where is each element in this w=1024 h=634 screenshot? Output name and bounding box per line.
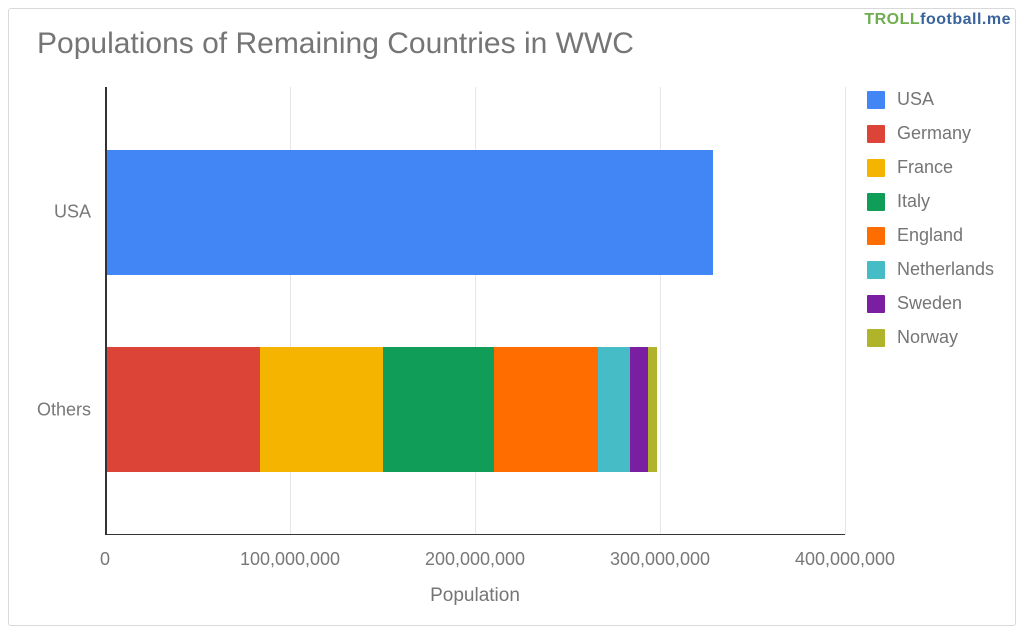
legend-item: England	[867, 225, 994, 246]
chart-title: Populations of Remaining Countries in WW…	[37, 27, 634, 61]
legend-label: Sweden	[897, 293, 962, 314]
bar-segment	[106, 150, 713, 275]
y-axis-line	[105, 87, 107, 535]
legend-label: USA	[897, 89, 934, 110]
bar-segment	[494, 347, 598, 472]
legend-label: France	[897, 157, 953, 178]
legend-swatch	[867, 329, 885, 347]
legend-label: Germany	[897, 123, 971, 144]
x-axis-label: Population	[105, 585, 845, 607]
bar-row	[106, 347, 657, 472]
x-tick-label: 100,000,000	[240, 549, 340, 570]
x-tick-label: 0	[100, 549, 110, 570]
x-tick-label: 400,000,000	[795, 549, 895, 570]
legend-label: England	[897, 225, 963, 246]
legend-item: France	[867, 157, 994, 178]
x-axis-line	[105, 534, 845, 536]
legend-swatch	[867, 261, 885, 279]
legend-label: Norway	[897, 327, 958, 348]
y-tick-label: Others	[37, 399, 91, 420]
watermark-part2: football.me	[920, 11, 1011, 28]
legend-item: Netherlands	[867, 259, 994, 280]
legend-item: USA	[867, 89, 994, 110]
legend-swatch	[867, 227, 885, 245]
plot-area: 0100,000,000200,000,000300,000,000400,00…	[105, 87, 845, 535]
watermark-part1: TROLL	[864, 11, 920, 28]
bar-segment	[383, 347, 494, 472]
chart-frame: TROLLfootball.me Populations of Remainin…	[8, 8, 1016, 626]
legend-label: Italy	[897, 191, 930, 212]
legend-swatch	[867, 159, 885, 177]
watermark: TROLLfootball.me	[864, 11, 1011, 29]
legend-item: Germany	[867, 123, 994, 144]
y-tick-label: USA	[54, 202, 91, 223]
x-tick-label: 300,000,000	[610, 549, 710, 570]
x-tick-label: 200,000,000	[425, 549, 525, 570]
legend-swatch	[867, 91, 885, 109]
legend-item: Norway	[867, 327, 994, 348]
legend-swatch	[867, 125, 885, 143]
bar-segment	[648, 347, 657, 472]
legend-item: Sweden	[867, 293, 994, 314]
bar-segment	[630, 347, 649, 472]
bar-segment	[106, 347, 260, 472]
legend-swatch	[867, 295, 885, 313]
legend: USA Germany France Italy England Netherlands S…	[867, 89, 994, 348]
bar-row	[106, 150, 713, 275]
legend-label: Netherlands	[897, 259, 994, 280]
bar-segment	[598, 347, 629, 472]
bar-segment	[260, 347, 384, 472]
gridline	[845, 87, 846, 535]
legend-item: Italy	[867, 191, 994, 212]
legend-swatch	[867, 193, 885, 211]
